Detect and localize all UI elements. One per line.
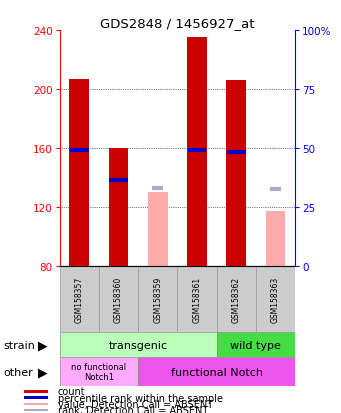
Bar (256, 266, 295, 332)
Text: no functional
Notch1: no functional Notch1 (71, 362, 127, 381)
Bar (60, 357, 138, 386)
Text: other: other (3, 367, 33, 377)
Bar (70, 80, 89, 266)
Text: GSM158359: GSM158359 (153, 276, 162, 323)
Text: ▶: ▶ (38, 365, 47, 378)
Title: GDS2848 / 1456927_at: GDS2848 / 1456927_at (100, 17, 255, 30)
Bar (24, 390, 48, 393)
Text: GSM158357: GSM158357 (75, 276, 84, 323)
Bar (60, 332, 217, 357)
Text: transgenic: transgenic (108, 340, 168, 350)
Bar (177, 266, 217, 332)
Bar (24, 403, 48, 405)
Text: GSM158362: GSM158362 (232, 276, 241, 323)
Text: wild type: wild type (230, 340, 281, 350)
Bar (60, 266, 99, 332)
Text: functional Notch: functional Notch (170, 367, 263, 377)
Bar (226, 81, 246, 266)
Bar (217, 332, 295, 357)
Bar (217, 266, 256, 332)
Bar (266, 212, 285, 266)
Bar (109, 149, 128, 266)
Bar (99, 266, 138, 332)
Text: rank, Detection Call = ABSENT: rank, Detection Call = ABSENT (58, 405, 208, 413)
Text: GSM158360: GSM158360 (114, 276, 123, 323)
Text: value, Detection Call = ABSENT: value, Detection Call = ABSENT (58, 399, 213, 409)
Text: GSM158363: GSM158363 (271, 276, 280, 323)
Text: count: count (58, 387, 86, 396)
Bar (148, 193, 167, 266)
Bar (24, 396, 48, 399)
Bar (138, 266, 177, 332)
Bar (187, 38, 207, 266)
Bar (24, 409, 48, 411)
Text: strain: strain (3, 340, 35, 350)
Text: ▶: ▶ (38, 338, 47, 351)
Text: GSM158361: GSM158361 (192, 276, 202, 323)
Text: percentile rank within the sample: percentile rank within the sample (58, 393, 223, 403)
Bar (138, 357, 295, 386)
